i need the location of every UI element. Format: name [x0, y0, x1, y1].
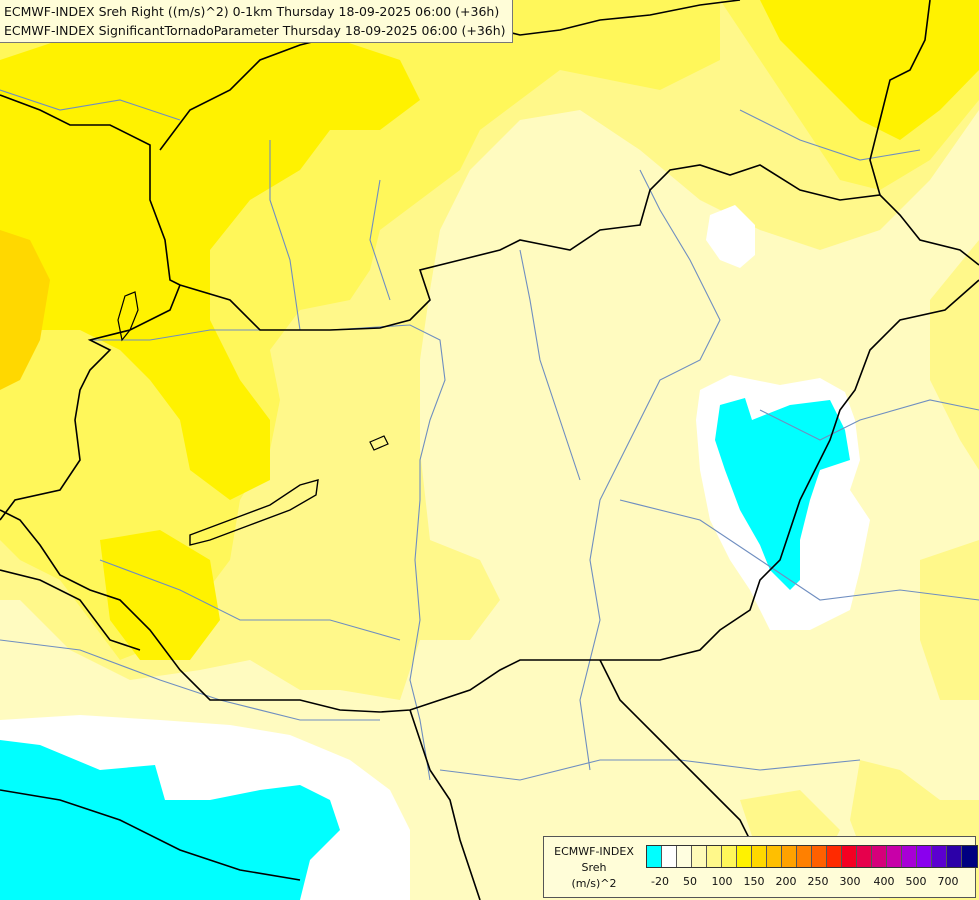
legend-tick-label: -20: [651, 875, 669, 888]
legend-swatch: [722, 846, 737, 867]
river-nw: [0, 89, 181, 121]
border-croatia-serbia: [409, 709, 481, 900]
field-bright-yellow: [0, 20, 420, 500]
river-west: [99, 559, 401, 641]
river-north2: [369, 179, 391, 301]
legend-swatch: [887, 846, 902, 867]
legend-swatches: [646, 845, 978, 868]
lake-small: [369, 435, 389, 451]
legend-tick-label: 700: [937, 875, 959, 888]
field-cyan-east: [715, 398, 850, 590]
legend-tick-label: 300: [839, 875, 861, 888]
legend-swatch: [947, 846, 962, 867]
legend-source: ECMWF-INDEX: [554, 845, 634, 858]
river-sw: [0, 639, 380, 721]
river-mid: [519, 249, 581, 481]
legend-tick-label: 200: [775, 875, 797, 888]
legend-tick-label: 100: [711, 875, 733, 888]
legend-swatch: [797, 846, 812, 867]
river-east: [759, 399, 979, 441]
lake-balaton: [189, 479, 319, 546]
legend-swatch: [677, 846, 692, 867]
legend-swatch: [692, 846, 707, 867]
legend-unit: (m/s)^2: [571, 877, 617, 890]
legend-swatch: [827, 846, 842, 867]
legend-swatch: [962, 846, 977, 867]
river-tisza: [579, 169, 721, 771]
map-title-box: ECMWF-INDEX Sreh Right ((m/s)^2) 0-1km T…: [0, 0, 513, 43]
legend-tick-label: 150: [743, 875, 765, 888]
border-serbia-romania: [599, 659, 761, 861]
legend-swatch: [812, 846, 827, 867]
legend-swatch: [842, 846, 857, 867]
legend-swatch: [647, 846, 662, 867]
legend-swatch: [782, 846, 797, 867]
legend-variable: Sreh: [581, 861, 607, 874]
legend-swatch: [707, 846, 722, 867]
river-ne: [739, 109, 921, 161]
rivers: [0, 89, 979, 781]
border-hungary-croatia: [0, 509, 381, 713]
legend-swatch: [932, 846, 947, 867]
field-bright-yellow-ne: [760, 0, 979, 140]
legend-swatch: [662, 846, 677, 867]
border-hungary-austria: [0, 284, 181, 521]
border-slovenia-croatia: [0, 569, 141, 651]
legend-tick-label: 50: [683, 875, 697, 888]
legend-swatch: [767, 846, 782, 867]
legend-swatch: [752, 846, 767, 867]
field-white-ne-blob: [706, 205, 755, 268]
border-czech-slovakia: [0, 94, 181, 286]
border-bosnia: [0, 789, 301, 881]
title-sreh: ECMWF-INDEX Sreh Right ((m/s)^2) 0-1km T…: [4, 4, 500, 19]
legend-tick-label: 250: [807, 875, 829, 888]
field-orange: [0, 230, 50, 390]
border-hungary-romania: [600, 279, 979, 661]
border-hungary-slovakia: [179, 164, 979, 331]
legend-tick-label: 400: [873, 875, 895, 888]
title-stp: ECMWF-INDEX SignificantTornadoParameter …: [4, 23, 506, 38]
legend-swatch: [902, 846, 917, 867]
field-cyan-sw: [0, 740, 340, 900]
legend-swatch: [917, 846, 932, 867]
river-danube: [90, 324, 446, 781]
color-legend: ECMWF-INDEX Sreh (m/s)^2 -20 50 100 150 200 2…: [543, 836, 978, 898]
legend-ticks: -20 50 100 150 200 250 300 400 500 700: [646, 875, 966, 891]
field-bright-yellow-w: [100, 530, 220, 660]
legend-tick-label: 500: [905, 875, 927, 888]
legend-swatch: [737, 846, 752, 867]
field-light-yellow-east: [930, 240, 979, 470]
river-se: [619, 499, 979, 601]
legend-swatch: [872, 846, 887, 867]
river-s: [439, 759, 861, 781]
border-ukraine-north: [869, 0, 931, 196]
field-light-yellow-e2: [920, 540, 979, 700]
border-hungary-serbia: [379, 659, 600, 713]
river-north: [269, 140, 301, 331]
legend-swatch: [857, 846, 872, 867]
